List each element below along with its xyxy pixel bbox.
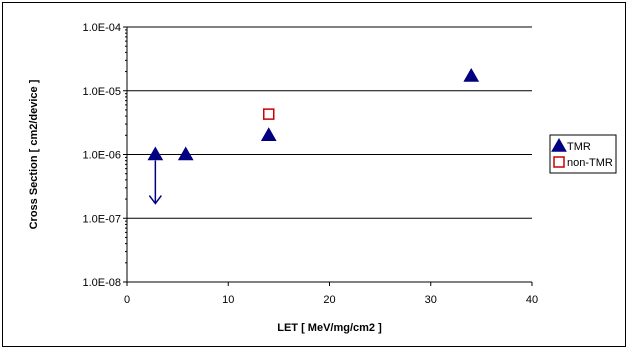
y-tick-label: 1.0E-06	[82, 150, 121, 162]
y-axis-title: Cross Section [ cm2/device ]	[28, 79, 40, 229]
y-tick-label: 1.0E-05	[82, 86, 121, 98]
data-point-tmr	[260, 127, 277, 142]
legend-marker-non-tmr	[553, 156, 565, 168]
x-tick-label: 40	[526, 294, 538, 306]
x-tick-label: 10	[222, 294, 234, 306]
y-tick-label: 1.0E-04	[82, 22, 121, 34]
data-point-tmr	[147, 146, 164, 161]
y-tick-label: 1.0E-08	[82, 277, 121, 289]
chart-frame	[2, 2, 626, 347]
legend-label-tmr: TMR	[567, 141, 591, 153]
x-axis-title: LET [ MeV/mg/cm2 ]	[277, 322, 382, 334]
legend-marker-tmr	[551, 137, 567, 152]
legend-label-non-tmr: non-TMR	[567, 157, 613, 169]
data-point-tmr	[463, 68, 480, 82]
upper-limit-arrow-head	[148, 195, 162, 205]
legend: TMR non-TMR	[549, 134, 617, 174]
x-tick-label: 0	[124, 294, 130, 306]
x-tick-label: 20	[323, 294, 335, 306]
data-point-non-tmr	[263, 108, 275, 120]
data-point-tmr	[177, 146, 194, 161]
x-tick-label: 30	[425, 294, 437, 306]
y-tick-label: 1.0E-07	[82, 213, 121, 225]
